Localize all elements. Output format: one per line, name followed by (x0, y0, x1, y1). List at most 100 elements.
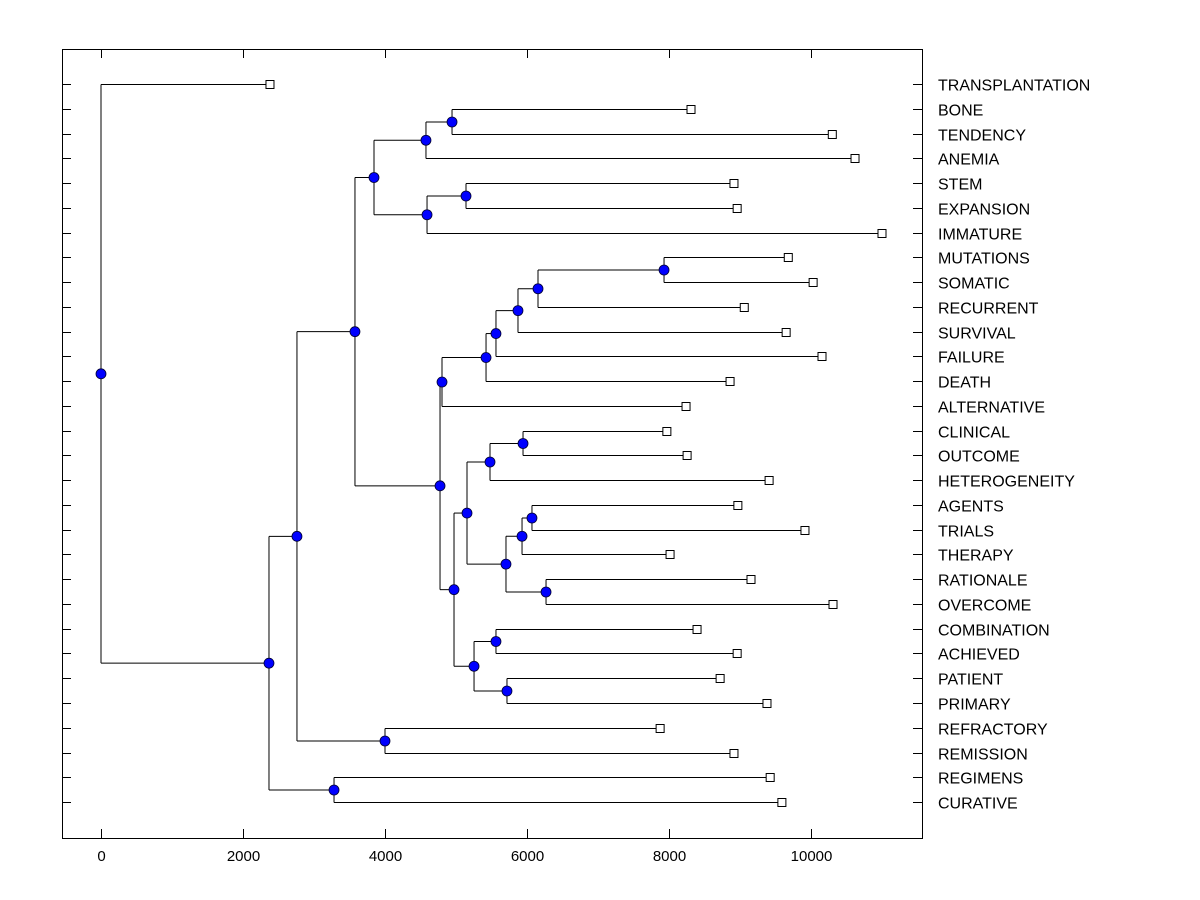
merge-node (421, 209, 433, 221)
leaf-marker (732, 649, 742, 658)
leaf-marker (733, 501, 743, 510)
leaf-marker (682, 451, 692, 460)
merge-node (526, 512, 538, 524)
leaf-marker (783, 253, 793, 262)
merge-node (480, 352, 492, 363)
leaf-marker (765, 773, 775, 782)
leaf-label: OVERCOME (938, 598, 1031, 615)
merge-node (328, 784, 340, 796)
leaf-label: REMISSION (938, 747, 1028, 764)
merge-node (658, 264, 670, 276)
merge-node (263, 657, 275, 669)
x-tick-label: 4000 (369, 848, 402, 865)
leaf-label: TRANSPLANTATION (938, 78, 1090, 95)
leaf-marker (762, 699, 772, 708)
merge-node (512, 305, 524, 317)
leaf-marker (729, 179, 739, 188)
leaf-label: MUTATIONS (938, 251, 1030, 268)
leaf-label: THERAPY (938, 548, 1014, 565)
merge-node (532, 283, 544, 295)
leaf-label: REGIMENS (938, 771, 1023, 788)
leaf-marker (662, 427, 672, 436)
merge-node (448, 584, 460, 596)
merge-node (461, 507, 473, 519)
leaf-marker (764, 476, 774, 485)
leaf-label: AGENTS (938, 499, 1004, 516)
leaf-marker (655, 724, 665, 733)
leaf-label: REFRACTORY (938, 722, 1048, 739)
leaf-labels: TRANSPLANTATION BONE TENDENCY ANEMIA STEM EXP… (938, 78, 1090, 813)
leaf-label: DEATH (938, 375, 991, 392)
merge-node (490, 636, 502, 647)
leaf-label: ACHIEVED (938, 647, 1020, 664)
merge-node (379, 735, 391, 747)
merge-node (490, 328, 502, 339)
leaf-marker (746, 575, 756, 584)
merge-node (349, 326, 361, 338)
leaf-label: COMBINATION (938, 623, 1050, 640)
x-axis: 0 2000 4000 6000 8000 10000 (97, 49, 832, 865)
merge-node (484, 456, 496, 468)
leaf-marker (800, 526, 810, 535)
leaf-label: ALTERNATIVE (938, 400, 1045, 417)
leaf-marker (827, 130, 837, 139)
leaf-label: TRIALS (938, 524, 994, 541)
leaf-markers (265, 80, 887, 807)
leaf-marker (781, 328, 791, 337)
leaf-marker (265, 80, 275, 89)
merge-node (460, 190, 472, 202)
leaf-label: ANEMIA (938, 152, 1000, 169)
leaf-marker (692, 625, 702, 634)
leaf-label: PATIENT (938, 672, 1003, 689)
merge-nodes (95, 116, 670, 796)
merge-node (540, 586, 552, 598)
merge-node (434, 480, 446, 492)
leaf-marker (850, 154, 860, 163)
leaf-marker (681, 402, 691, 411)
leaf-label: SOMATIC (938, 276, 1010, 293)
leaf-label: OUTCOME (938, 449, 1020, 466)
leaf-marker (739, 303, 749, 312)
leaf-marker (817, 352, 827, 361)
branches (100, 84, 882, 803)
leaf-marker (729, 749, 739, 758)
merge-node (420, 134, 432, 146)
leaf-marker (715, 674, 725, 683)
merge-node (95, 368, 107, 380)
leaf-label: SURVIVAL (938, 326, 1016, 343)
leaf-label: BONE (938, 103, 983, 120)
merge-node (516, 530, 528, 542)
x-tick-label: 0 (97, 848, 105, 865)
leaf-marker (725, 377, 735, 386)
leaf-marker (777, 798, 787, 807)
merge-node (501, 685, 513, 697)
x-tick-label: 10000 (791, 848, 833, 865)
merge-node (500, 558, 512, 570)
leaf-label: RATIONALE (938, 573, 1028, 590)
x-tick-label: 8000 (653, 848, 686, 865)
leaf-label: CLINICAL (938, 425, 1010, 442)
merge-node (436, 376, 448, 388)
leaf-label: CURATIVE (938, 796, 1018, 813)
leaf-marker (686, 105, 696, 114)
merge-node (468, 660, 480, 672)
merge-node (368, 172, 380, 183)
leaf-label: EXPANSION (938, 202, 1030, 219)
leaf-marker (732, 204, 742, 213)
x-tick-label: 2000 (227, 848, 260, 865)
leaf-marker (877, 229, 887, 238)
leaf-label: STEM (938, 177, 982, 194)
merge-node (291, 530, 303, 542)
merge-node (517, 438, 529, 449)
leaf-label: RECURRENT (938, 301, 1039, 318)
leaf-label: IMMATURE (938, 227, 1022, 244)
leaf-marker (808, 278, 818, 287)
merge-node (446, 116, 458, 128)
leaf-marker (828, 600, 838, 609)
leaf-label: TENDENCY (938, 128, 1026, 145)
leaf-label: FAILURE (938, 350, 1005, 367)
y-axis (62, 84, 922, 803)
leaf-label: PRIMARY (938, 697, 1011, 714)
plot-frame (62, 49, 923, 839)
